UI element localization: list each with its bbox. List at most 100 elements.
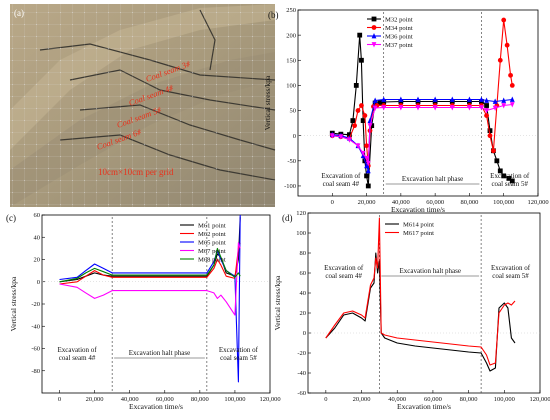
legend: M614 point M617 point [385,221,434,237]
data-point [494,158,500,164]
x-tick-label: 60,000 [426,199,444,206]
y-tick-label: -20 [297,350,306,357]
y-tick-label: -40 [31,323,40,330]
legend-entry-label: M37 point [385,42,413,49]
data-point [365,183,371,189]
y-tick-label: 150 [286,57,296,64]
phase-label-line: Excavation of [490,172,530,180]
data-point [501,97,507,103]
y-tick-label: -50 [287,158,296,165]
data-point [415,96,421,102]
data-point [449,96,455,102]
data-point [381,96,387,102]
data-point [501,103,507,109]
phase-label-halt: Excavation halt phase [129,349,190,357]
phase-label-halt: Excavation halt phase [400,267,461,275]
y-tick-label: 100 [286,83,296,90]
legend-swatch-marker [371,42,377,48]
phase-label-seam5: Excavation of coal seam 5# [219,346,259,362]
data-point [508,72,513,78]
data-point [398,96,404,102]
x-tick-label: 20,000 [86,396,104,403]
data-point [372,97,378,103]
data-point [360,118,366,123]
data-point [329,133,335,139]
y-tick-label: 200 [286,32,296,39]
data-point [355,108,361,113]
data-point [360,150,366,157]
data-point [352,123,357,129]
data-point [467,96,472,102]
series-line [59,242,241,285]
data-point [372,105,378,112]
data-point [365,167,371,174]
y-tick-label: 250 [286,7,296,14]
data-point [492,105,498,112]
x-tick-label: 20,000 [353,396,371,403]
data-point [377,100,383,105]
phase-label-seam4: Excavation of coal seam 4# [58,346,98,362]
legend-entry-label: M617 point [403,230,434,237]
y-tick-label: -20 [31,301,40,308]
phase-label-line: Excavation of [58,346,98,354]
legend-entry-label: M65 point [198,239,226,246]
legend-swatch-marker [371,25,377,30]
data-point [365,160,371,167]
phase-label-line: Excavation of [324,264,364,272]
data-point [504,42,510,48]
y-tick-label: 80 [300,250,307,257]
legend-entry-label: M67 point [198,248,226,255]
phase-label-seam4: Excavation of coal seam 4# [321,172,361,188]
phase-label-line: coal seam 4# [59,354,96,362]
panel-letter: (c) [6,213,16,223]
series-line [325,217,516,366]
data-point [449,105,455,111]
data-point [359,103,364,108]
y-tick-label: -80 [31,368,40,375]
data-point [364,162,369,169]
data-point [484,108,489,114]
data-point [479,105,484,111]
plot-frame [307,212,541,394]
data-point [364,143,369,149]
y-tick-label: 0 [37,279,40,286]
y-tick-label: 40 [300,290,307,297]
x-tick-label: 80,000 [460,396,478,403]
plot-frame [297,9,539,197]
data-point [484,113,489,118]
panel-b-chart: 0 20,000 40,000 60,000 80,000 100,000 120,000 -… [263,7,549,214]
series-m67-point [59,242,241,316]
panel-c-chart: 0 20,000 40,000 60,000 80,000 100,000 120,000 -… [6,212,281,411]
data-point [467,105,472,111]
legend-swatch-marker [371,16,377,22]
legend-entry-label: M32 point [385,16,413,23]
legend-entry-label: M61 point [198,222,226,229]
y-axis-label: Vertical stress/kpa [263,75,272,130]
y-axis-label: Vertical stress/kpa [9,276,18,331]
x-axis-label: Excavation time/s [397,402,451,411]
x-axis-label: Excavation time/s [129,402,183,411]
data-point [509,178,515,184]
data-point [492,98,498,104]
x-tick-label: 80,000 [460,199,478,206]
data-point [338,134,344,140]
legend-swatch-marker [371,33,377,39]
data-point [364,173,369,179]
phase-label-halt: Excavation halt phase [402,175,463,183]
x-tick-label: 120,000 [259,396,280,403]
series-m37-point [329,102,515,167]
y-tick-label: 20 [300,310,307,317]
legend-entry-label: M36 point [385,33,413,40]
data-point [364,155,369,162]
phase-label-line: coal seam 5# [491,180,528,188]
data-point [372,100,378,106]
data-point [509,83,515,88]
series-m62-point [59,242,241,285]
panel-letter: (b) [268,10,279,20]
data-point [347,137,352,143]
data-point [381,105,387,111]
x-tick-label: 40,000 [388,396,406,403]
x-tick-label: 40,000 [121,396,139,403]
